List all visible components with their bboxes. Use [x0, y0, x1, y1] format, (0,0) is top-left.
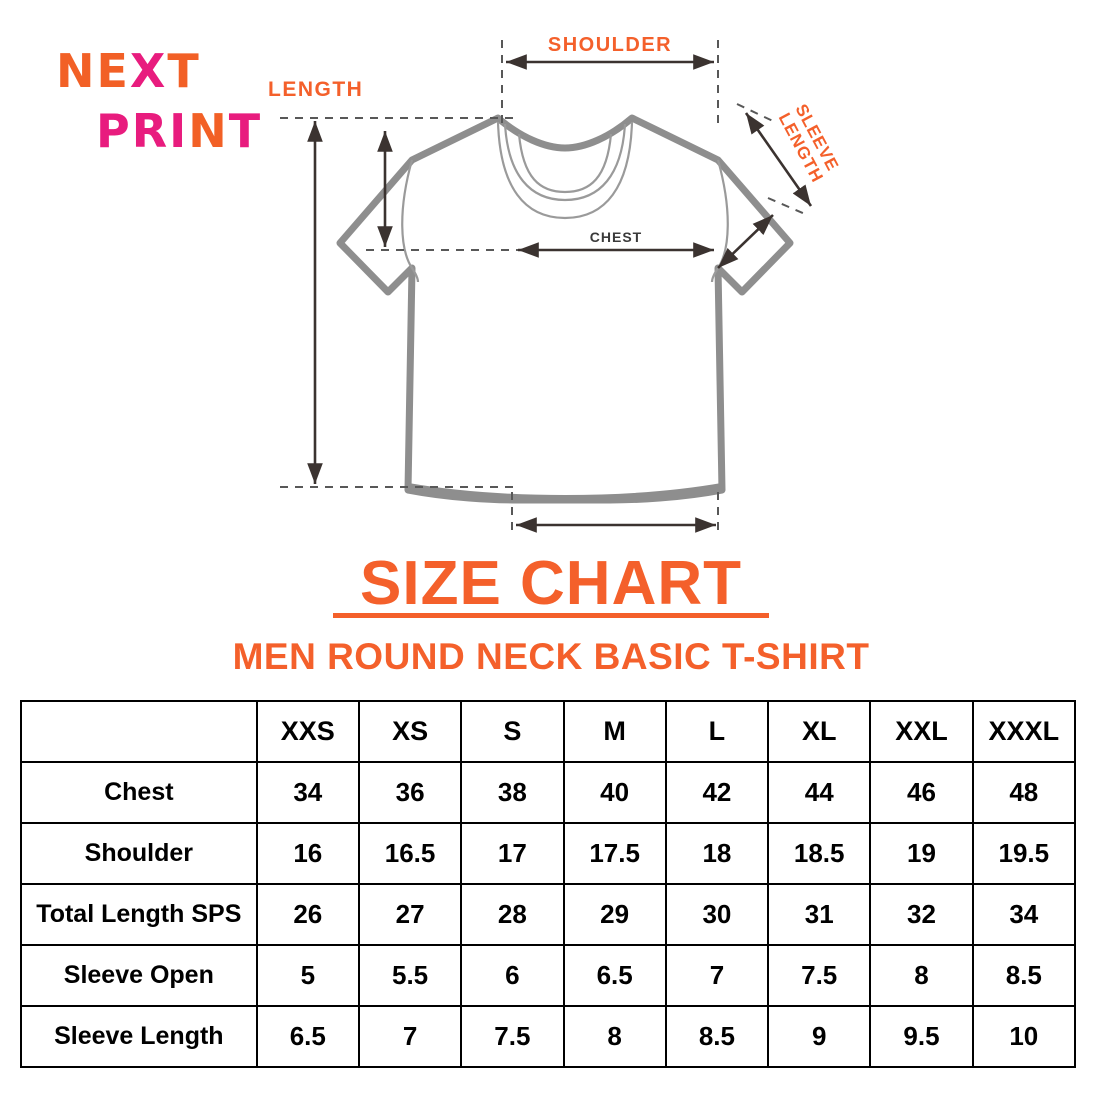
cell-sleeve-open-m: 6.5: [562, 944, 667, 1007]
tshirt-outline: [336, 114, 794, 504]
cell-sleeve-length-xxl: 9.5: [869, 1005, 974, 1068]
shoulder-label: SHOULDER: [548, 34, 672, 56]
cell-chest-xl: 44: [767, 761, 872, 824]
cell-chest-m: 40: [562, 761, 667, 824]
cell-chest-xxl: 46: [869, 761, 974, 824]
tshirt-hem: [407, 483, 723, 501]
cell-chest-l: 42: [664, 761, 770, 824]
table-header-row: XXS XS S M L XL XXL XXXL: [20, 700, 1077, 763]
cell-shoulder-xxs: 16: [255, 822, 360, 885]
table-row: Total Length SPS 26 27 28 29 30 31 32 34: [20, 883, 1077, 946]
cell-sleeve-open-s: 6: [460, 944, 565, 1007]
header-size-xxxl: XXXL: [971, 700, 1077, 763]
row-label-sleeve-length: Sleeve Length: [20, 1005, 258, 1068]
cell-chest-xxs: 34: [255, 761, 360, 824]
table-row: Sleeve Open 5 5.5 6 6.5 7 7.5 8 8.5: [20, 944, 1077, 1007]
cell-total-length-l: 30: [664, 883, 770, 946]
row-label-total-length-sps: Total Length SPS: [20, 883, 258, 946]
cell-sleeve-open-xxs: 5: [255, 944, 360, 1007]
cell-sleeve-length-xxs: 6.5: [255, 1005, 360, 1068]
logo-next-text: NEXT: [56, 48, 201, 94]
cell-shoulder-xxl: 19: [869, 822, 974, 885]
cell-total-length-s: 28: [460, 883, 565, 946]
size-table: XXS XS S M L XL XXL XXXL Chest 34 36 38 …: [20, 700, 1077, 1068]
table-row: Shoulder 16 16.5 17 17.5 18 18.5 19 19.5: [20, 822, 1077, 885]
cell-shoulder-l: 18: [664, 822, 770, 885]
brand-logo: NEXT PRINT: [52, 42, 262, 157]
cell-chest-xs: 36: [357, 761, 463, 824]
header-size-xxs: XXS: [255, 700, 360, 763]
tshirt-measurement-diagram: SHOULDER LENGTH CHEST SLEEVE LENGTH: [268, 34, 843, 535]
header-corner-cell: [20, 700, 258, 763]
sleeve-open-measure-arrow: [717, 214, 774, 269]
cell-shoulder-m: 17.5: [562, 822, 667, 885]
header-size-xs: XS: [357, 700, 463, 763]
row-label-shoulder: Shoulder: [20, 822, 258, 885]
cell-total-length-xs: 27: [357, 883, 463, 946]
logo-print-text: PRINT: [96, 108, 262, 154]
cell-shoulder-xxxl: 19.5: [971, 822, 1077, 885]
page-title-underline: [333, 613, 769, 618]
cell-sleeve-length-l: 8.5: [664, 1005, 770, 1068]
cell-sleeve-length-xxxl: 10: [971, 1005, 1077, 1068]
header-size-xxl: XXL: [869, 700, 974, 763]
cell-shoulder-xs: 16.5: [357, 822, 463, 885]
cell-total-length-xxl: 32: [869, 883, 974, 946]
cell-sleeve-length-xs: 7: [357, 1005, 463, 1068]
length-label: LENGTH: [268, 78, 363, 101]
table-row: Sleeve Length 6.5 7 7.5 8 8.5 9 9.5 10: [20, 1005, 1077, 1068]
cell-total-length-xxxl: 34: [971, 883, 1077, 946]
cell-chest-xxxl: 48: [971, 761, 1077, 824]
table-row: Chest 34 36 38 40 42 44 46 48: [20, 761, 1077, 824]
cell-sleeve-open-xxl: 8: [869, 944, 974, 1007]
size-table-container: XXS XS S M L XL XXL XXXL Chest 34 36 38 …: [20, 700, 1077, 1068]
cell-shoulder-xl: 18.5: [767, 822, 872, 885]
logo-next-part2: X: [129, 44, 168, 98]
row-label-chest: Chest: [20, 761, 258, 824]
cell-shoulder-s: 17: [460, 822, 565, 885]
row-label-sleeve-open: Sleeve Open: [20, 944, 258, 1007]
diagram-guide-lines: [280, 40, 806, 535]
page-title: SIZE CHART: [360, 549, 742, 618]
tshirt-neckline-details: [496, 121, 634, 220]
cell-sleeve-open-xl: 7.5: [767, 944, 872, 1007]
logo-print-part2: N: [188, 104, 229, 158]
cell-total-length-m: 29: [562, 883, 667, 946]
chest-label: CHEST: [590, 229, 642, 245]
logo-next-part1: NE: [56, 44, 130, 98]
cell-sleeve-open-l: 7: [664, 944, 770, 1007]
header-size-m: M: [562, 700, 667, 763]
cell-sleeve-length-xl: 9: [767, 1005, 872, 1068]
header-size-xl: XL: [767, 700, 872, 763]
cell-sleeve-open-xs: 5.5: [357, 944, 463, 1007]
sleeve-length-label-group: SLEEVE LENGTH: [775, 101, 843, 186]
cell-total-length-xl: 31: [767, 883, 872, 946]
cell-chest-s: 38: [460, 761, 565, 824]
cell-total-length-xxs: 26: [255, 883, 360, 946]
page-subtitle: MEN ROUND NECK BASIC T-SHIRT: [232, 636, 870, 677]
sleeve-length-measure-arrow: [744, 112, 813, 207]
logo-next-part3: T: [167, 44, 201, 98]
cell-sleeve-length-s: 7.5: [460, 1005, 565, 1068]
cell-sleeve-length-m: 8: [562, 1005, 667, 1068]
logo-print-part1: PRI: [96, 104, 189, 158]
header-size-l: L: [664, 700, 770, 763]
cell-sleeve-open-xxxl: 8.5: [971, 944, 1077, 1007]
header-size-s: S: [460, 700, 565, 763]
logo-print-part3: T: [228, 104, 263, 158]
